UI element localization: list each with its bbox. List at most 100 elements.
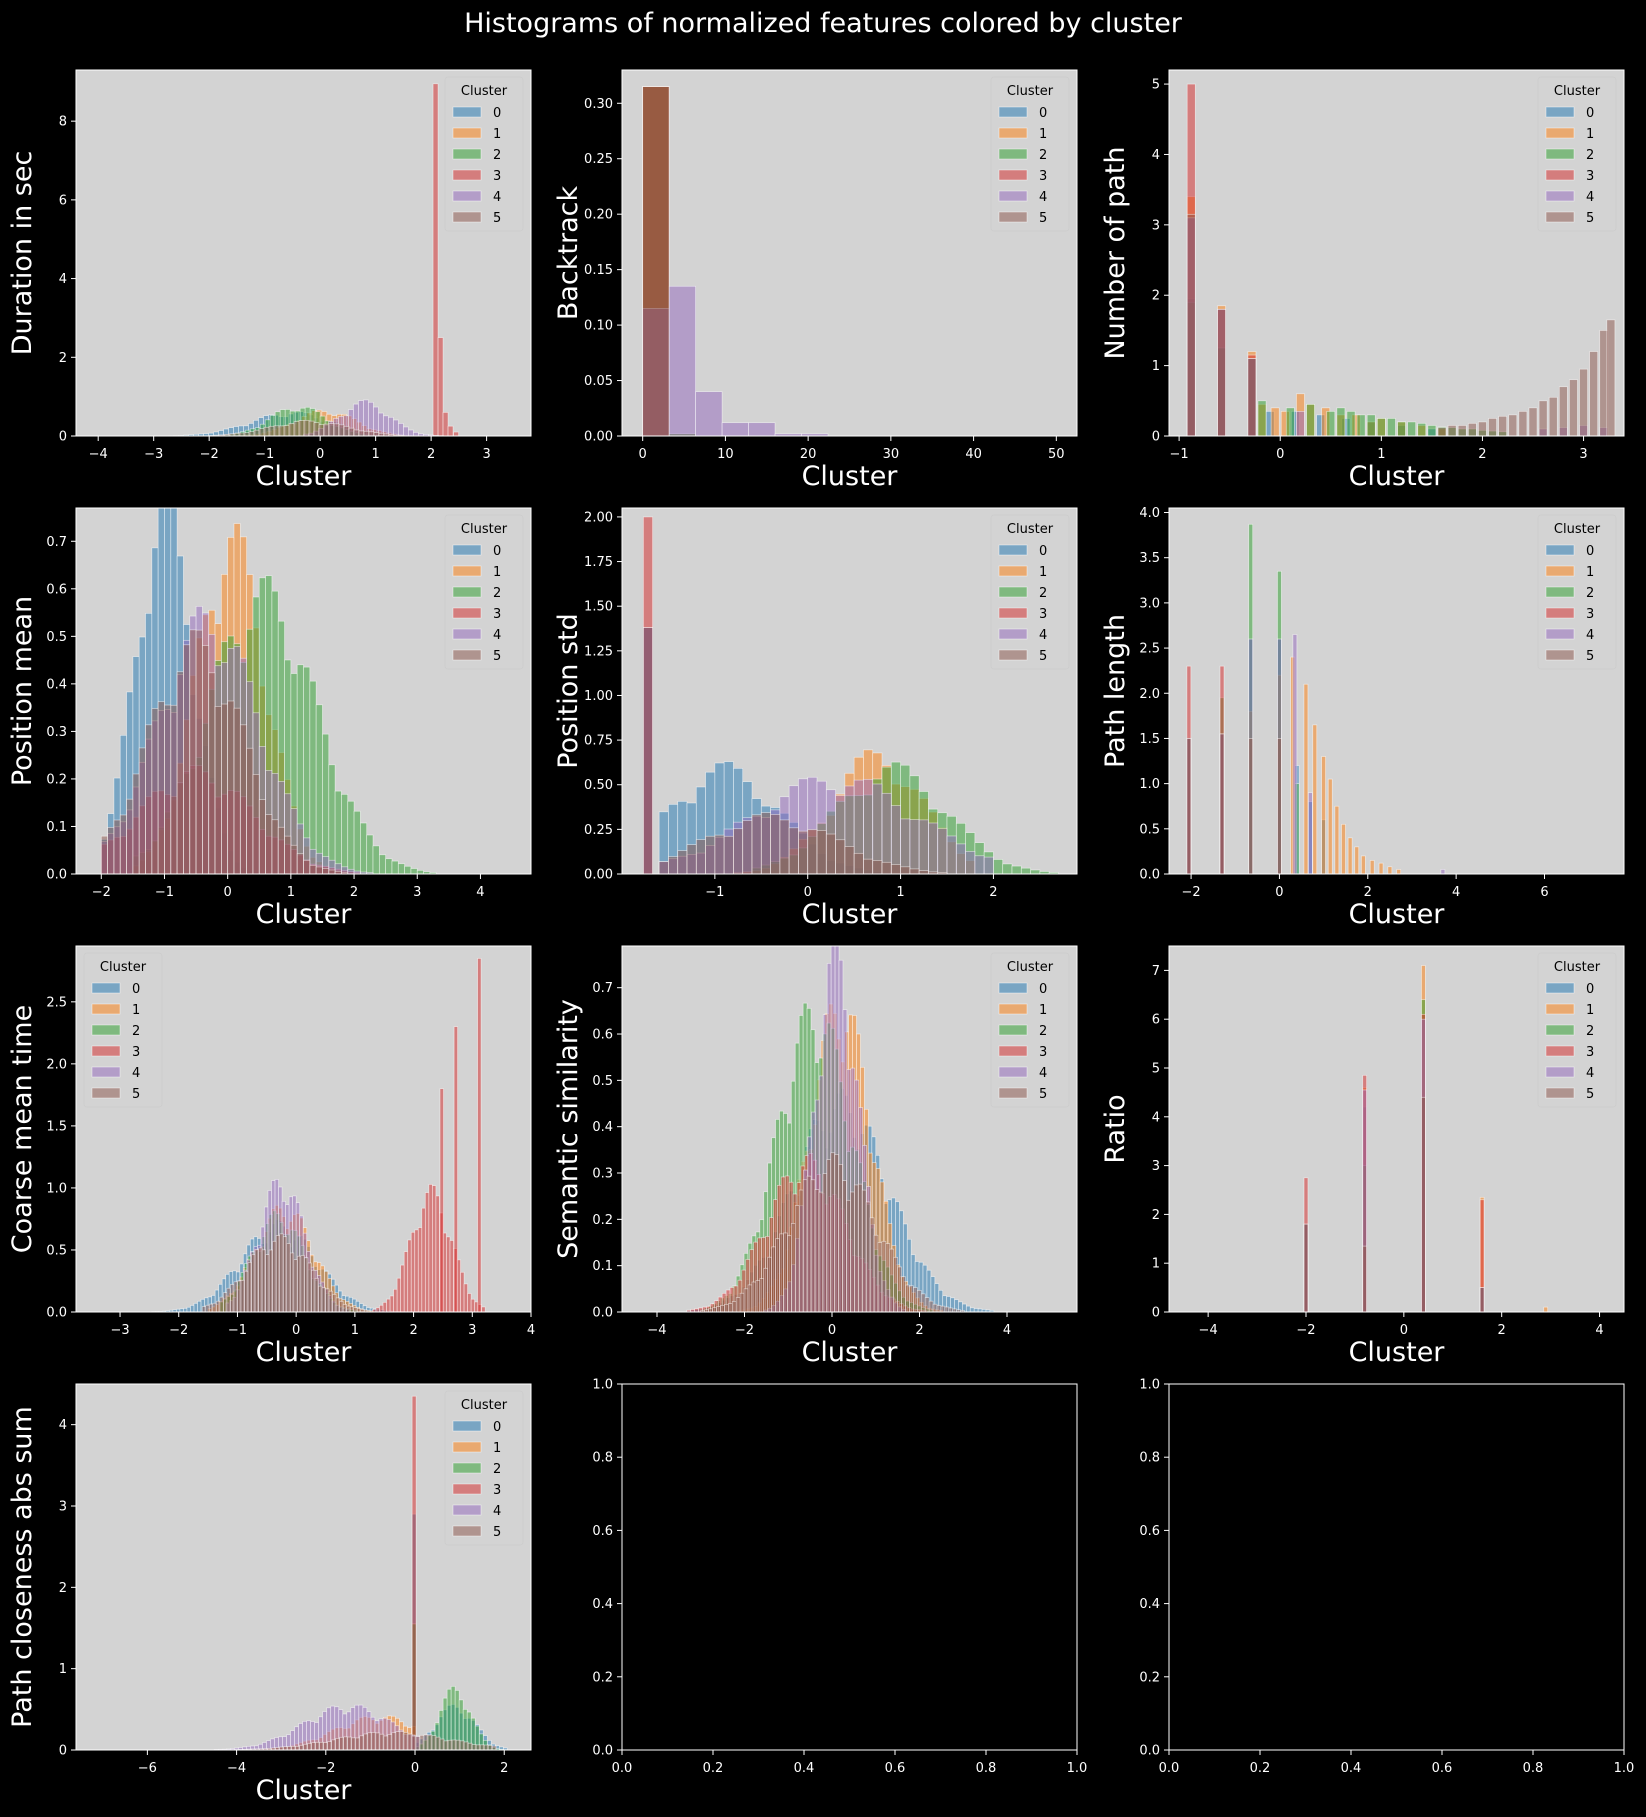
bar <box>1020 867 1031 874</box>
y-tick-label: 1.0 <box>46 1181 67 1196</box>
bar <box>421 1207 426 1312</box>
y-tick-label: 0.8 <box>592 1451 613 1466</box>
y-tick-label: 3 <box>1152 218 1160 233</box>
bar <box>1579 368 1588 436</box>
bar <box>838 1163 843 1312</box>
bar <box>400 1264 405 1312</box>
legend-swatch-2 <box>998 148 1028 160</box>
y-tick-label: 0.0 <box>1139 868 1160 883</box>
bar <box>865 1201 871 1312</box>
bar <box>214 706 222 874</box>
bar <box>932 1303 938 1312</box>
legend-swatch-5 <box>998 649 1028 661</box>
x-tick-label: −4 <box>227 1761 246 1776</box>
bar <box>322 868 330 874</box>
x-tick-label: −1 <box>1170 447 1189 462</box>
bar <box>258 1247 263 1312</box>
bar <box>379 1733 385 1750</box>
bar <box>830 1152 835 1312</box>
bar <box>319 1741 324 1750</box>
y-tick-label: 2 <box>59 1581 67 1596</box>
bar <box>212 1302 217 1312</box>
bar <box>822 1173 828 1312</box>
bar <box>323 1742 328 1750</box>
series-5 <box>1186 733 1282 874</box>
bar <box>356 1308 362 1312</box>
x-tick-label: 4 <box>1003 1323 1011 1338</box>
legend-label-4: 4 <box>132 1066 140 1081</box>
bar <box>1327 778 1333 874</box>
bar <box>342 1304 348 1312</box>
series-5 <box>208 419 405 436</box>
histogram-bars <box>643 516 1059 874</box>
bar <box>432 1185 437 1312</box>
x-tick-label: −1 <box>255 447 274 462</box>
bar <box>309 864 317 874</box>
x-tick-label: 0.6 <box>885 1761 906 1776</box>
bar <box>881 1240 887 1312</box>
bar <box>335 1297 340 1312</box>
legend-swatch-1 <box>1545 1003 1575 1015</box>
y-tick-label: 6 <box>59 193 67 208</box>
bar <box>437 337 444 436</box>
legend-label-0: 0 <box>1586 544 1594 559</box>
legend-title: Cluster <box>1007 522 1054 537</box>
bar <box>844 846 855 874</box>
bar <box>1362 1245 1367 1312</box>
bar <box>351 1737 357 1750</box>
bar <box>1479 1199 1485 1312</box>
bar <box>1548 396 1558 436</box>
bar <box>313 422 320 436</box>
bar <box>779 819 790 874</box>
bar <box>1417 422 1427 436</box>
bar <box>328 423 335 436</box>
bar <box>346 1305 351 1312</box>
bar <box>1440 869 1446 874</box>
subplot-5: −1 0 1 2 0.00 0.25 0.50 0.75 1.00 1.25 1.50 1.75 2.0… <box>553 507 1078 930</box>
bar <box>447 425 454 436</box>
y-tick-label: 0.75 <box>584 734 613 749</box>
legend-label-2: 2 <box>1586 148 1594 163</box>
bar <box>1387 866 1393 874</box>
bar <box>403 1251 409 1312</box>
y-tick-label: 0.2 <box>1139 1670 1160 1685</box>
bar <box>1356 414 1366 436</box>
x-tick-label: 1 <box>351 1323 359 1338</box>
legend-label-2: 2 <box>493 1462 501 1477</box>
bar <box>170 704 178 874</box>
bar <box>814 1189 820 1312</box>
bar <box>889 1248 895 1312</box>
bar <box>193 1303 198 1312</box>
bar <box>920 1293 926 1312</box>
bar <box>233 1281 238 1312</box>
x-tick-label: 1.0 <box>1067 1761 1088 1776</box>
bar <box>1421 1096 1426 1312</box>
legend: Cluster 0 1 2 3 4 5 <box>444 1390 524 1546</box>
bar <box>303 1743 308 1750</box>
legend-label-5: 5 <box>1039 649 1047 664</box>
bar <box>293 1259 298 1312</box>
legend-label-1: 1 <box>493 1441 501 1456</box>
legend-swatch-4 <box>1545 190 1575 202</box>
legend-title: Cluster <box>1554 84 1601 99</box>
bar <box>677 850 688 874</box>
legend-label-2: 2 <box>1039 148 1047 163</box>
legend-swatch-0 <box>452 544 482 556</box>
bar <box>230 1284 235 1312</box>
x-tick-label: 30 <box>883 447 900 462</box>
bar <box>731 1301 737 1312</box>
x-tick-label: 1 <box>1377 447 1385 462</box>
y-tick-label: 1.0 <box>1139 1378 1160 1393</box>
legend-swatch-3 <box>452 607 482 619</box>
legend-swatch-4 <box>1545 1066 1575 1078</box>
bar <box>1292 634 1298 874</box>
legend-swatch-1 <box>998 127 1028 139</box>
bar <box>794 1205 800 1312</box>
bar <box>449 1240 454 1312</box>
x-axis-label: Cluster <box>1349 1337 1446 1368</box>
bar <box>810 1179 816 1312</box>
x-tick-label: 2 <box>409 1323 417 1338</box>
bar <box>1538 400 1548 436</box>
bar <box>770 814 781 874</box>
bar <box>853 852 864 874</box>
